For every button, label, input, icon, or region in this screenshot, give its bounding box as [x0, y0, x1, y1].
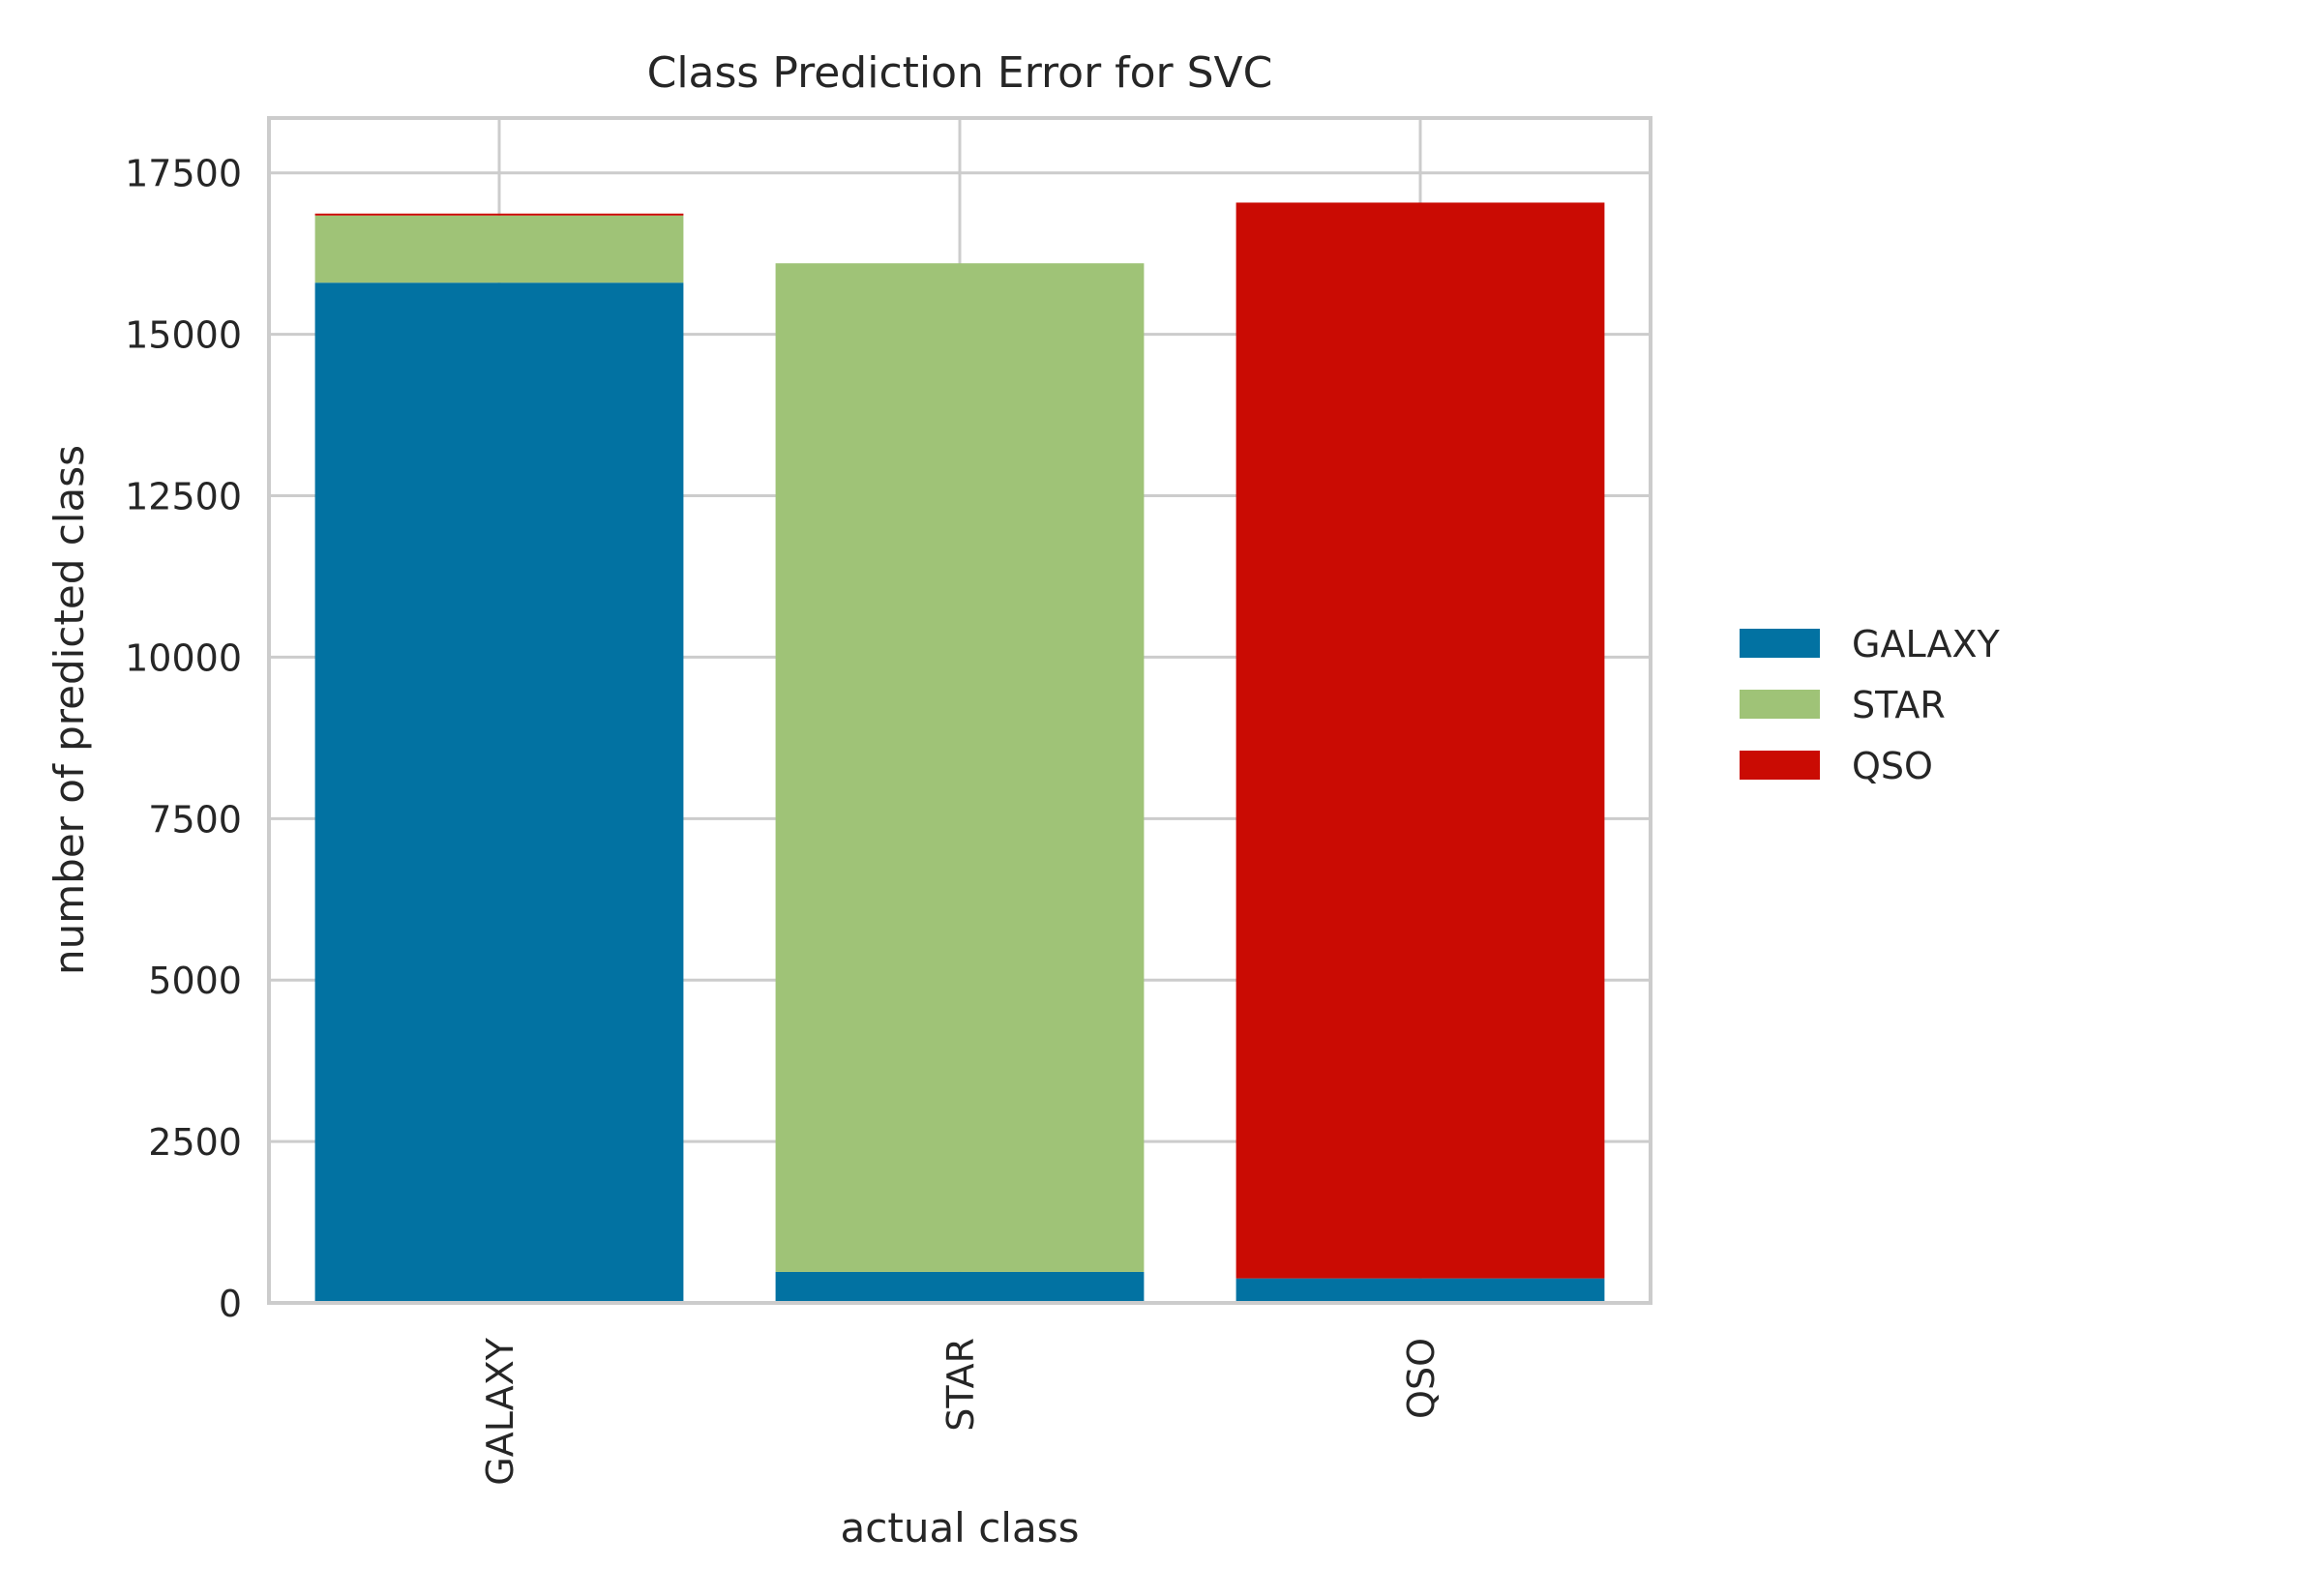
legend-label-qso: QSO [1852, 745, 1933, 787]
bar-qso-qso [1235, 202, 1605, 1279]
bar-qso-galaxy [1235, 1278, 1605, 1303]
bar-star-star [775, 263, 1145, 1272]
legend-swatch-galaxy [1740, 629, 1820, 658]
bar-galaxy-star [314, 215, 684, 283]
y-tick-label-1: 2500 [148, 1121, 242, 1164]
x-tick-label-star: STAR [939, 1338, 982, 1432]
legend: GALAXY STAR QSO [1740, 623, 2001, 787]
legend-label-galaxy: GALAXY [1852, 623, 2001, 665]
y-tick-label-0: 0 [219, 1283, 242, 1325]
bars [314, 202, 1605, 1304]
legend-label-star: STAR [1852, 684, 1946, 726]
y-tick-label-6: 15000 [125, 314, 242, 357]
y-tick-labels: 0 2500 5000 7500 10000 12500 15000 17500 [125, 153, 242, 1325]
y-tick-label-5: 12500 [125, 476, 242, 518]
plot-frame [267, 116, 1652, 1305]
bar-galaxy-qso [314, 213, 684, 216]
bar-star-galaxy [775, 1271, 1145, 1303]
y-tick-label-7: 17500 [125, 153, 242, 195]
x-tick-labels: GALAXY STAR QSO [479, 1337, 1443, 1486]
x-tick-label-qso: QSO [1400, 1338, 1443, 1419]
legend-swatch-star [1740, 690, 1820, 719]
x-tick-label-galaxy: GALAXY [479, 1337, 521, 1486]
chart-title: Class Prediction Error for SVC [647, 48, 1273, 98]
y-tick-label-2: 5000 [148, 960, 242, 1002]
y-tick-label-3: 7500 [148, 798, 242, 841]
x-axis-label: actual class [841, 1504, 1080, 1552]
y-axis-label: number of predicted class [45, 445, 93, 975]
y-tick-label-4: 10000 [125, 636, 242, 679]
bar-galaxy-galaxy [314, 282, 684, 1304]
legend-swatch-qso [1740, 751, 1820, 780]
